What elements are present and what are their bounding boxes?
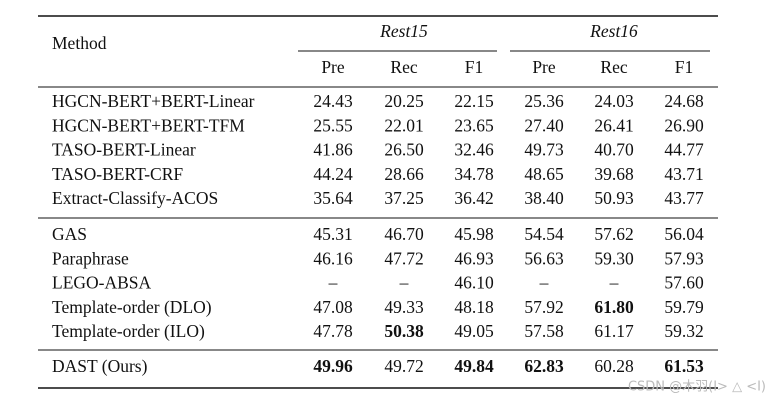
cell-value: 47.08 <box>313 297 353 317</box>
cell-value: 54.54 <box>524 224 564 244</box>
cell-value: 40.70 <box>594 140 634 160</box>
cell-value: 26.50 <box>384 140 424 160</box>
method-name: LEGO-ABSA <box>52 273 152 293</box>
cell-value: 20.25 <box>384 91 424 111</box>
cell-value: – <box>609 273 619 293</box>
cell-value: 57.93 <box>664 248 704 268</box>
cell-value: 59.79 <box>664 297 704 317</box>
cell-value: 26.90 <box>664 115 704 135</box>
cell-value: 43.71 <box>664 164 703 184</box>
cell-value: 22.15 <box>454 91 494 111</box>
column-header: Pre <box>532 57 556 77</box>
cell-value: 44.77 <box>664 140 704 160</box>
cell-value: 46.70 <box>384 224 424 244</box>
cell-value: 28.66 <box>384 164 424 184</box>
cell-value: 48.18 <box>454 297 494 317</box>
cell-value: 46.93 <box>454 248 494 268</box>
cell-value: 46.16 <box>313 248 353 268</box>
cell-value: 41.86 <box>313 140 353 160</box>
cell-value: 43.77 <box>664 188 704 208</box>
cell-value: 35.64 <box>313 188 353 208</box>
cell-value: 61.80 <box>594 297 634 317</box>
method-header: Method <box>52 33 107 53</box>
cell-value: 22.01 <box>384 115 423 135</box>
cell-value: 50.93 <box>594 188 634 208</box>
cell-value: 47.78 <box>313 321 353 341</box>
cell-value: 57.92 <box>524 297 563 317</box>
cell-value: 49.72 <box>384 356 423 376</box>
cell-value: 56.04 <box>664 224 704 244</box>
cell-value: 50.38 <box>384 321 424 341</box>
cell-value: 37.25 <box>384 188 424 208</box>
cell-value: 48.65 <box>524 164 564 184</box>
cell-value: 57.58 <box>524 321 564 341</box>
cell-value: 45.31 <box>313 224 352 244</box>
cell-value: 62.83 <box>524 356 564 376</box>
cell-value: 60.28 <box>594 356 634 376</box>
cell-value: 49.33 <box>384 297 424 317</box>
column-header: Rec <box>600 57 627 77</box>
cell-value: 26.41 <box>594 115 633 135</box>
column-header: Pre <box>321 57 345 77</box>
cell-value: 39.68 <box>594 164 634 184</box>
cell-value: 57.62 <box>594 224 633 244</box>
cell-value: 36.42 <box>454 188 493 208</box>
cell-value: 49.96 <box>313 356 353 376</box>
method-name: HGCN-BERT+BERT-Linear <box>52 91 255 111</box>
method-name: Paraphrase <box>52 248 129 268</box>
cell-value: 24.03 <box>594 91 634 111</box>
cell-value: 59.30 <box>594 248 634 268</box>
cell-value: 23.65 <box>454 115 494 135</box>
method-name: TASO-BERT-Linear <box>52 140 196 160</box>
method-name: Template-order (DLO) <box>52 297 212 317</box>
cell-value: 25.36 <box>524 91 564 111</box>
group-header: Rest15 <box>379 21 428 41</box>
method-name: Template-order (ILO) <box>52 321 205 341</box>
cell-value: 46.10 <box>454 273 494 293</box>
cell-value: 57.60 <box>664 273 704 293</box>
method-name: HGCN-BERT+BERT-TFM <box>52 115 245 135</box>
cell-value: 49.05 <box>454 321 494 341</box>
method-name: TASO-BERT-CRF <box>52 164 183 184</box>
cell-value: – <box>539 273 549 293</box>
cell-value: 25.55 <box>313 115 353 135</box>
cell-value: 61.53 <box>664 356 704 376</box>
cell-value: – <box>328 273 338 293</box>
cell-value: 24.43 <box>313 91 353 111</box>
cell-value: 34.78 <box>454 164 494 184</box>
watermark: CSDN @木羽(I> △ <I) <box>628 380 766 395</box>
cell-value: 24.68 <box>664 91 704 111</box>
method-name: DAST (Ours) <box>52 356 148 376</box>
cell-value: 27.40 <box>524 115 564 135</box>
cell-value: 45.98 <box>454 224 494 244</box>
cell-value: 56.63 <box>524 248 564 268</box>
method-name: GAS <box>52 224 87 244</box>
cell-value: – <box>399 273 409 293</box>
cell-value: 59.32 <box>664 321 703 341</box>
group-header: Rest16 <box>589 21 638 41</box>
column-header: F1 <box>675 57 693 77</box>
cell-value: 32.46 <box>454 140 494 160</box>
column-header: Rec <box>390 57 417 77</box>
method-name: Extract-Classify-ACOS <box>52 188 218 208</box>
cell-value: 47.72 <box>384 248 423 268</box>
cell-value: 49.84 <box>454 356 494 376</box>
cell-value: 49.73 <box>524 140 564 160</box>
column-header: F1 <box>465 57 483 77</box>
cell-value: 38.40 <box>524 188 564 208</box>
cell-value: 61.17 <box>594 321 634 341</box>
cell-value: 44.24 <box>313 164 353 184</box>
